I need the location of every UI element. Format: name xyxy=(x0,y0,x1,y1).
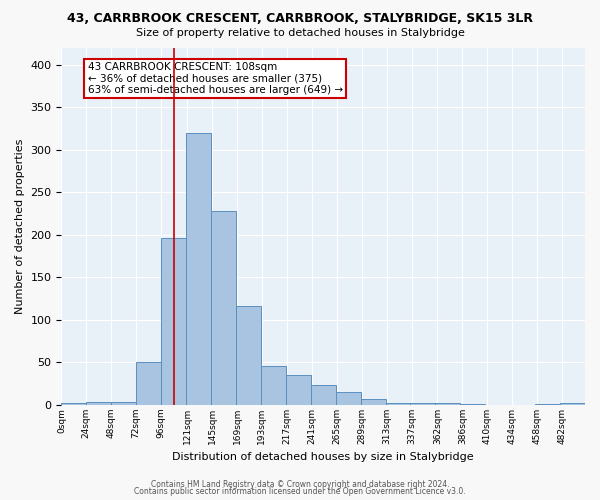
Bar xyxy=(311,384,335,405)
Bar xyxy=(410,404,436,405)
Bar xyxy=(136,362,161,405)
Bar xyxy=(161,238,186,405)
Text: 43 CARRBROOK CRESCENT: 108sqm
← 36% of detached houses are smaller (375)
63% of : 43 CARRBROOK CRESCENT: 108sqm ← 36% of d… xyxy=(88,62,343,95)
Bar xyxy=(361,399,386,405)
Text: 43, CARRBROOK CRESCENT, CARRBROOK, STALYBRIDGE, SK15 3LR: 43, CARRBROOK CRESCENT, CARRBROOK, STALY… xyxy=(67,12,533,26)
Bar xyxy=(560,404,585,405)
Bar xyxy=(61,404,86,405)
Bar xyxy=(211,211,236,405)
X-axis label: Distribution of detached houses by size in Stalybridge: Distribution of detached houses by size … xyxy=(172,452,474,462)
Y-axis label: Number of detached properties: Number of detached properties xyxy=(15,138,25,314)
Text: Size of property relative to detached houses in Stalybridge: Size of property relative to detached ho… xyxy=(136,28,464,38)
Bar xyxy=(261,366,286,405)
Bar xyxy=(286,375,311,405)
Text: Contains public sector information licensed under the Open Government Licence v3: Contains public sector information licen… xyxy=(134,487,466,496)
Bar xyxy=(535,404,560,405)
Bar xyxy=(335,392,361,405)
Bar xyxy=(236,306,261,405)
Text: Contains HM Land Registry data © Crown copyright and database right 2024.: Contains HM Land Registry data © Crown c… xyxy=(151,480,449,489)
Bar xyxy=(186,134,211,405)
Bar xyxy=(436,404,460,405)
Bar xyxy=(460,404,485,405)
Bar xyxy=(386,404,410,405)
Bar xyxy=(111,402,136,405)
Bar xyxy=(86,402,111,405)
